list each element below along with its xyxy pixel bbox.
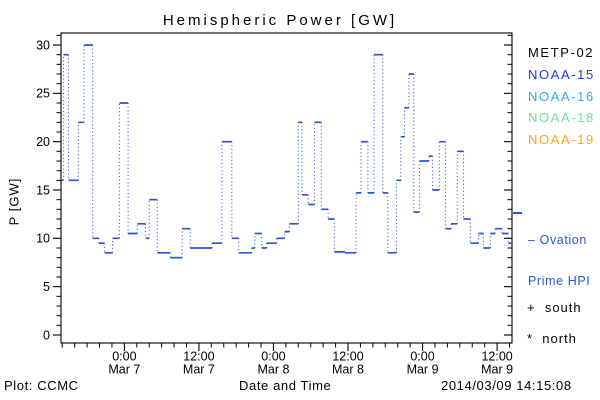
x-tick-time-label: 12:00 <box>332 350 363 364</box>
footer-timestamp: 2014/03/09 14:15:08 <box>441 378 572 393</box>
y-tick-label: 5 <box>43 280 50 294</box>
x-tick-date-label: Mar 7 <box>183 363 215 377</box>
ovation-legend-dash-icon <box>513 212 522 214</box>
hpi-step-series <box>61 44 512 259</box>
x-tick-date-label: Mar 9 <box>481 363 513 377</box>
y-tick-label: 30 <box>36 38 50 52</box>
south-marker-legend: + south <box>527 300 582 315</box>
north-marker-legend: * north <box>527 331 577 346</box>
x-tick-time-label: 0:00 <box>410 350 434 364</box>
x-tick-date-label: Mar 8 <box>332 363 364 377</box>
legend-item-noaa-15: NOAA-15 <box>528 67 595 82</box>
x-tick-time-label: 0:00 <box>112 350 136 364</box>
axes <box>53 32 513 351</box>
x-tick-date-label: Mar 7 <box>108 363 140 377</box>
x-axis-title: Date and Time <box>239 378 332 393</box>
plot-box <box>60 32 513 344</box>
y-tick-label: 15 <box>36 183 50 197</box>
plot-title: Hemispheric Power [GW] <box>162 12 398 29</box>
ovation-legend-label: – Ovation Prime HPI <box>528 207 590 315</box>
x-tick-time-label: 12:00 <box>183 350 214 364</box>
ovation-legend-line1: – Ovation <box>528 233 587 247</box>
y-tick-label: 10 <box>36 232 50 246</box>
y-tick-label: 25 <box>36 87 50 101</box>
series-vertical-dotted <box>62 45 509 258</box>
x-tick-date-label: Mar 8 <box>257 363 289 377</box>
legend-item-metp-02: METP-02 <box>528 45 595 60</box>
ovation-legend-line2: Prime HPI <box>528 273 591 288</box>
legend-item-noaa-16: NOAA-16 <box>528 89 595 104</box>
x-tick-time-label: 12:00 <box>481 350 512 364</box>
y-axis-label: P [GW] <box>6 177 22 226</box>
series-horizontal-caps <box>61 44 512 259</box>
legend-item-noaa-18: NOAA-18 <box>528 110 595 125</box>
legend-item-noaa-19: NOAA-19 <box>528 132 595 147</box>
footer-plot-source: Plot: CCMC <box>4 378 79 393</box>
x-tick-time-label: 0:00 <box>261 350 285 364</box>
y-tick-label: 0 <box>43 328 50 342</box>
y-tick-label: 20 <box>36 135 50 149</box>
x-tick-date-label: Mar 9 <box>407 363 439 377</box>
